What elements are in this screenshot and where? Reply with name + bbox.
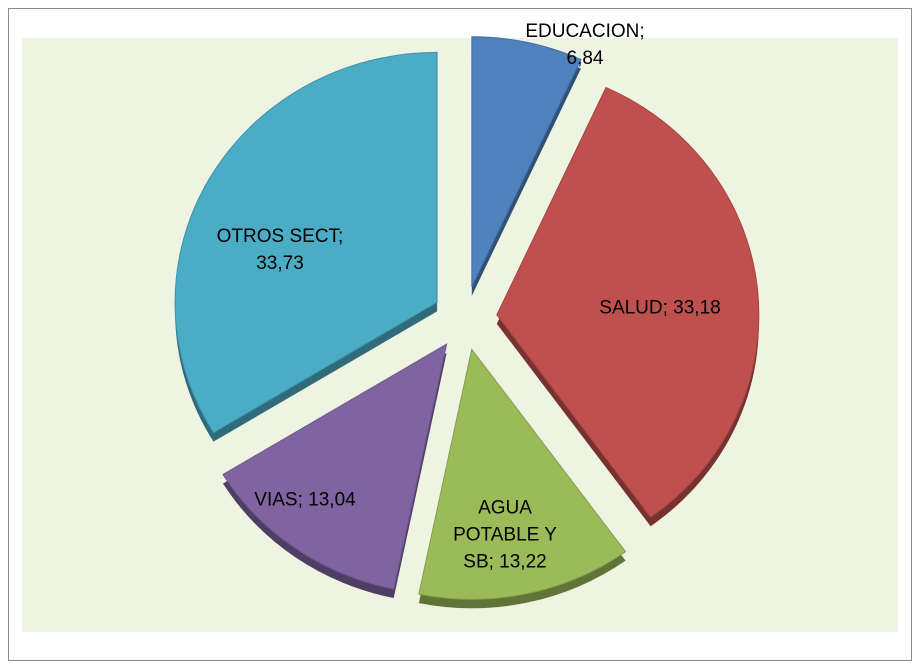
data-label: AGUA POTABLE Y SB; 13,22 (453, 497, 557, 573)
slice (418, 348, 627, 600)
data-label: EDUCACION; 6,84 (525, 21, 645, 69)
data-label: OTROS SECT; 33,73 (216, 226, 344, 274)
data-label: VIAS; 13,04 (254, 489, 356, 511)
slice (496, 86, 760, 518)
slice (222, 343, 448, 590)
slice (471, 36, 582, 287)
data-label: SALUD; 33,18 (599, 297, 721, 319)
slice (174, 51, 438, 434)
